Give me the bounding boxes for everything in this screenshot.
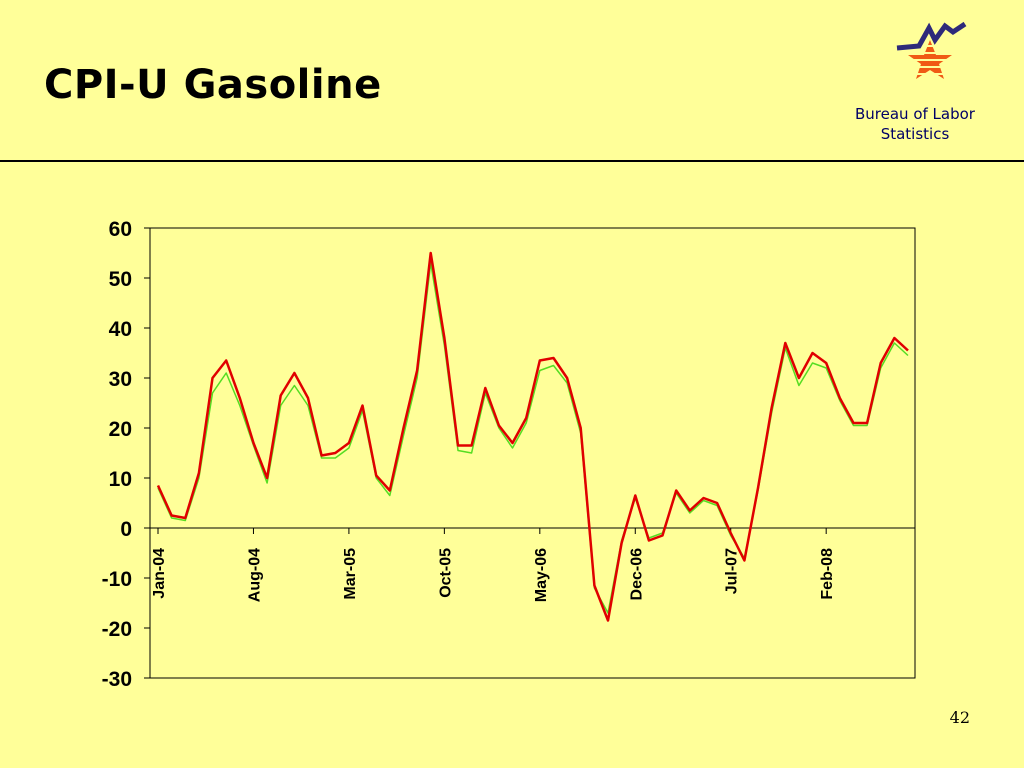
y-tick-label: 60	[109, 218, 132, 241]
y-tick-label: -30	[102, 668, 132, 691]
logo-trend-line	[896, 21, 967, 51]
header-divider	[0, 160, 1024, 162]
y-tick-label: 20	[109, 418, 132, 441]
series-line-red	[156, 251, 909, 622]
x-tick-label: Oct-05	[437, 548, 454, 598]
x-axis: Jan-04 Aug-04 Mar-05 Oct-05 May-06 Dec-06 Jul-…	[150, 527, 915, 602]
series-layer	[156, 251, 909, 622]
x-tick-label: Aug-04	[246, 548, 263, 602]
org-name: Bureau of Labor Statistics	[855, 105, 975, 143]
x-tick-label: May-06	[533, 548, 550, 602]
y-tick-label: -10	[102, 568, 132, 591]
x-tick-label: Mar-05	[342, 548, 359, 600]
bls-logo	[896, 21, 967, 79]
y-tick-label: -20	[102, 618, 132, 641]
page-number: 42	[949, 708, 970, 727]
x-tick-label: Dec-06	[628, 548, 645, 601]
x-tick-label: Jul-07	[724, 548, 741, 594]
x-tick-label: Feb-08	[819, 548, 836, 600]
y-tick-label: 40	[109, 318, 132, 341]
y-axis: 60 50 40 30 20 10 0 -10 -20 -30	[102, 218, 150, 691]
slide-title: CPI-U Gasoline	[44, 62, 382, 108]
y-tick-label: 0	[120, 518, 132, 541]
y-tick-label: 50	[109, 268, 132, 291]
x-tick-label: Jan-04	[151, 548, 168, 599]
plot-area	[149, 227, 916, 679]
y-tick-label: 10	[109, 468, 132, 491]
y-tick-label: 30	[109, 368, 132, 391]
